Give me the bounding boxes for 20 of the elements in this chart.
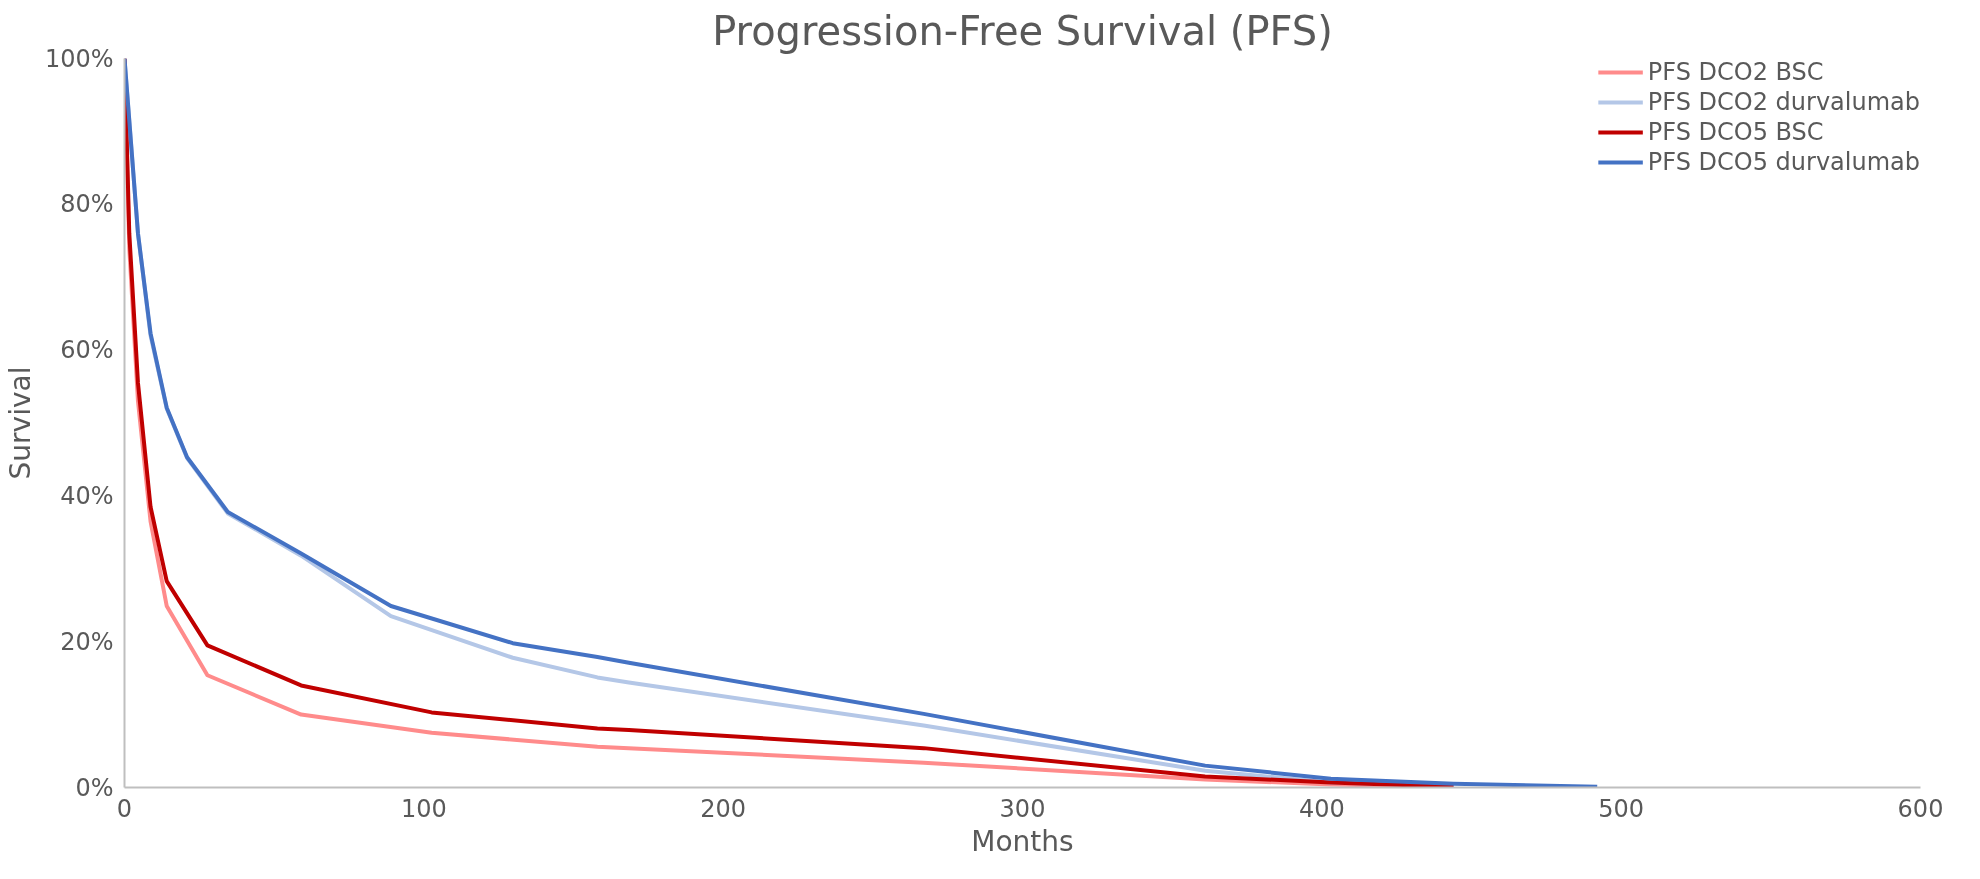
y-tick-label: 100%	[44, 44, 114, 73]
x-tick-label: 200	[700, 794, 747, 823]
chart-title: Progression-Free Survival (PFS)	[712, 7, 1333, 54]
x-tick-label: 0	[116, 794, 133, 823]
x-axis-title: Months	[971, 824, 1074, 858]
x-tick-label: 500	[1598, 794, 1645, 823]
x-tick-label: 300	[999, 794, 1046, 823]
legend-label: PFS DCO5 BSC	[1647, 118, 1824, 146]
legend-label: PFS DCO5 durvalumab	[1647, 148, 1920, 176]
x-tick-label: 600	[1897, 794, 1944, 823]
y-tick-label: 0%	[75, 773, 114, 802]
y-tick-label: 60%	[60, 336, 114, 365]
y-axis-title: Survival	[3, 366, 37, 480]
x-tick-label: 100	[400, 794, 447, 823]
y-tick-label: 80%	[60, 190, 114, 219]
legend-label: PFS DCO2 BSC	[1647, 58, 1824, 86]
y-tick-label: 40%	[60, 481, 114, 510]
legend-label: PFS DCO2 durvalumab	[1647, 88, 1920, 116]
x-tick-label: 400	[1298, 794, 1345, 823]
y-tick-label: 20%	[60, 627, 114, 656]
